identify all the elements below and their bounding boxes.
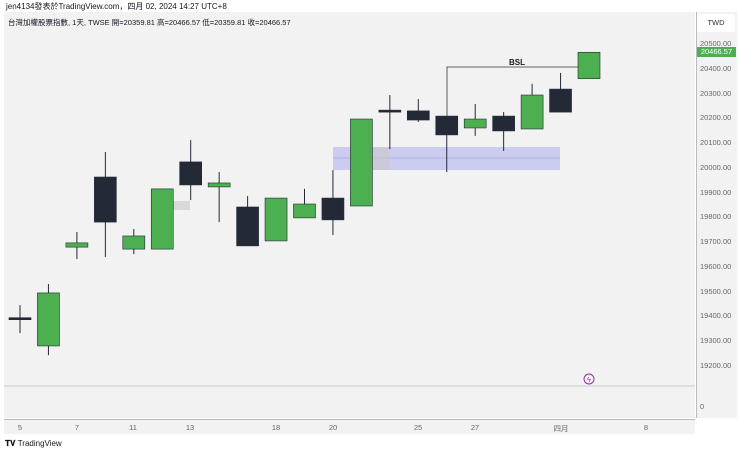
bsl-line: [446, 66, 589, 116]
candle-body: [293, 203, 316, 219]
price-tick: 19300.00: [700, 336, 732, 346]
price-tick: 20000.00: [700, 162, 732, 172]
chart-pane[interactable]: [4, 12, 695, 418]
candle: [463, 103, 487, 136]
price-tick: 19400.00: [700, 311, 732, 321]
time-label: 8: [643, 423, 649, 432]
grey-zone: [172, 201, 190, 210]
price-tick: 20500.00: [700, 39, 732, 48]
candle-body: [122, 235, 146, 250]
candle-body: [94, 176, 117, 223]
candle-body: [406, 110, 430, 121]
candle: [577, 51, 601, 80]
candle-body: [321, 197, 345, 221]
time-label: 25: [413, 423, 423, 432]
price-tick: 20400.00: [700, 63, 732, 73]
candle-body: [179, 161, 202, 186]
candle-body: [236, 206, 259, 247]
candle-body: [150, 188, 174, 250]
candle: [492, 112, 515, 152]
candle-body: [520, 94, 544, 130]
time-label: 13: [185, 423, 195, 432]
volume-tick: 0: [700, 402, 705, 411]
candle-body: [463, 118, 487, 129]
candle: [8, 305, 32, 334]
price-tick: 19600.00: [700, 261, 732, 271]
candle: [520, 83, 544, 130]
candle: [321, 170, 345, 235]
svg-text:ϟ: ϟ: [587, 377, 591, 384]
price-tick: 20300.00: [700, 88, 732, 98]
candle-body: [435, 115, 459, 136]
candle: [293, 188, 316, 219]
candle-body: [350, 118, 373, 207]
candle: [122, 229, 146, 255]
time-label: 7: [74, 423, 80, 432]
price-tick: 19700.00: [700, 237, 732, 247]
candle: [150, 188, 174, 250]
time-label: 20: [328, 423, 338, 432]
candle-body: [378, 109, 402, 113]
time-label: 18: [271, 423, 281, 432]
tradingview-logo[interactable]: 𝐓𝐕 TradingView: [5, 439, 62, 448]
tv-logo-icon: 𝐓𝐕: [5, 439, 18, 448]
price-tick: 19200.00: [700, 361, 732, 370]
last-price-label: 20466.57: [697, 47, 736, 57]
candle-body: [549, 88, 572, 113]
lightning-icon[interactable]: ϟ: [583, 373, 595, 385]
price-tick: 19500.00: [700, 286, 732, 296]
time-label: 四月: [553, 424, 569, 433]
candle-body: [577, 51, 601, 80]
currency-label[interactable]: TWD: [697, 14, 735, 32]
candle-body: [8, 317, 32, 321]
price-axis[interactable]: [696, 12, 737, 418]
bsl-label: BSL: [509, 58, 525, 67]
time-label: 11: [129, 423, 137, 432]
symbol-legend: 台灣加權股票指數, 1天, TWSE 開=20359.81 高=20466.57…: [8, 18, 291, 27]
grey-zone: [372, 147, 390, 170]
candle-body: [492, 115, 515, 132]
candle: [264, 197, 288, 242]
candle-body: [264, 197, 288, 242]
candle-body: [207, 182, 231, 188]
candle: [207, 172, 231, 223]
candle: [236, 196, 259, 247]
publish-header: jen4134發表於TradingView.com，四月 02, 2024 14…: [6, 2, 227, 11]
candle: [435, 115, 459, 173]
candle: [65, 232, 89, 260]
candle: [94, 151, 117, 258]
candle: [406, 98, 430, 123]
candle-body: [37, 292, 60, 347]
candle: [549, 72, 572, 113]
time-label: 27: [470, 423, 480, 432]
candle: [378, 95, 402, 150]
price-tick: 19900.00: [700, 187, 732, 197]
candle: [179, 140, 202, 201]
time-axis[interactable]: 5 7 11 13 18 20 25 27 四月 8: [4, 419, 695, 434]
candle: [350, 118, 373, 207]
price-tick: 20200.00: [700, 113, 732, 123]
price-tick: 19800.00: [700, 212, 732, 222]
time-label: 5: [17, 423, 23, 432]
candle: [37, 284, 60, 356]
price-tick: 20100.00: [700, 138, 732, 148]
candle-body: [65, 242, 89, 248]
